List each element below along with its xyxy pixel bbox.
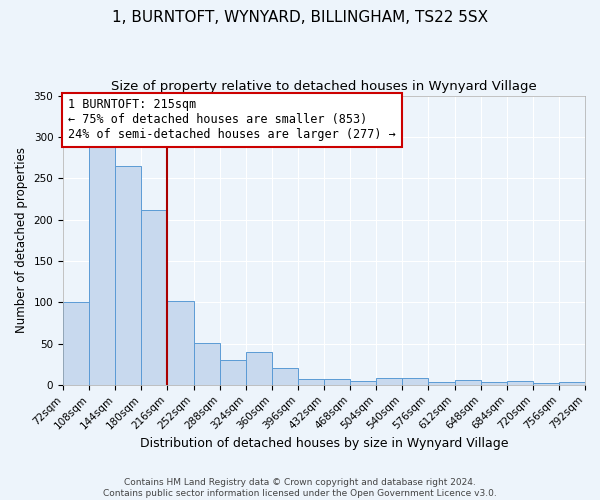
Bar [272,368,298,385]
Bar [481,382,507,385]
Bar [246,352,272,385]
Title: Size of property relative to detached houses in Wynyard Village: Size of property relative to detached ho… [111,80,537,93]
Bar [89,147,115,385]
Bar [298,379,324,385]
Y-axis label: Number of detached properties: Number of detached properties [15,147,28,333]
Text: 1 BURNTOFT: 215sqm
← 75% of detached houses are smaller (853)
24% of semi-detach: 1 BURNTOFT: 215sqm ← 75% of detached hou… [68,98,396,142]
Bar [403,378,428,385]
Bar [167,302,194,385]
Text: Contains HM Land Registry data © Crown copyright and database right 2024.
Contai: Contains HM Land Registry data © Crown c… [103,478,497,498]
Bar [507,380,533,385]
Bar [533,383,559,385]
Text: 1, BURNTOFT, WYNYARD, BILLINGHAM, TS22 5SX: 1, BURNTOFT, WYNYARD, BILLINGHAM, TS22 5… [112,10,488,25]
Bar [324,379,350,385]
Bar [559,382,585,385]
Bar [115,166,142,385]
X-axis label: Distribution of detached houses by size in Wynyard Village: Distribution of detached houses by size … [140,437,508,450]
Bar [455,380,481,385]
Bar [63,302,89,385]
Bar [376,378,403,385]
Bar [220,360,246,385]
Bar [350,380,376,385]
Bar [142,210,167,385]
Bar [194,342,220,385]
Bar [428,382,455,385]
